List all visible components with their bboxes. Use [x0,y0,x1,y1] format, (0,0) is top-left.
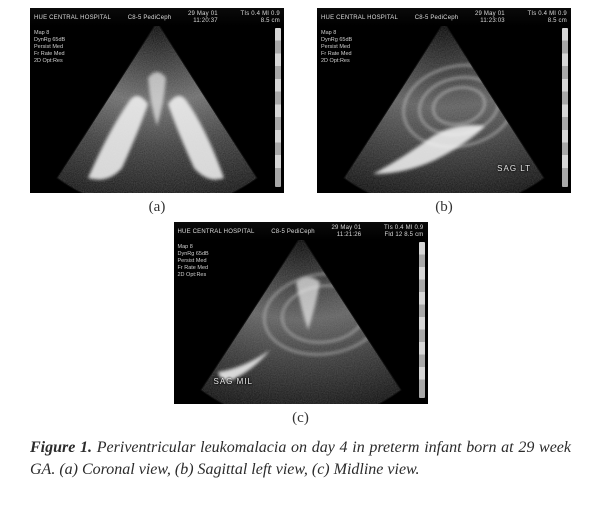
setting-line: 2D Opt:Res [178,272,209,279]
panel-b-flares [317,8,571,193]
setting-line: Fr Rate Med [178,265,209,272]
panel-a-header-right2: TIs 0.4 MI 0.9 8.5 cm [240,11,279,24]
ultrasound-panel-c: HUE CENTRAL HOSPITAL C8-5 PediCeph 29 Ma… [174,222,428,404]
probe-name: C8-5 PediCeph [415,15,459,21]
date-text: 29 May 01 [188,11,218,17]
flare-path [373,125,485,174]
probe-name: C8-5 PediCeph [128,15,172,21]
depth-scale [275,28,281,187]
panel-a-label: (a) [149,199,166,216]
hospital-name: HUE CENTRAL HOSPITAL [34,15,111,21]
panel-b-header-right2: TIs 0.4 MI 0.9 8.5 cm [527,11,566,24]
figure-caption: Figure 1. Periventricular leukomalacia o… [30,437,571,480]
panel-a-header-right: 29 May 01 11:20:37 [188,11,218,24]
panel-a-settings: Map 8 DynRg 65dB Persist Med Fr Rate Med… [34,30,65,64]
figure-page: HUE CENTRAL HOSPITAL C8-5 PediCeph 29 Ma… [0,0,601,532]
time-text: 11:23:03 [475,18,505,24]
panel-b-header-right: 29 May 01 11:23:03 [475,11,505,24]
panel-a-flares [30,8,284,193]
time-text: 11:20:37 [188,18,218,24]
panel-c-label: (c) [292,410,309,427]
depth-text: 8.5 cm [527,18,566,24]
panel-b-header: HUE CENTRAL HOSPITAL C8-5 PediCeph 29 Ma… [317,8,571,26]
depth-scale [562,28,568,187]
tis-text: TIs 0.4 MI 0.9 [384,225,423,231]
figure-row-top: HUE CENTRAL HOSPITAL C8-5 PediCeph 29 Ma… [30,8,571,216]
setting-line: DynRg 65dB [321,37,352,44]
setting-line: Fr Rate Med [34,51,65,58]
figure-row-bottom: HUE CENTRAL HOSPITAL C8-5 PediCeph 29 Ma… [30,220,571,427]
setting-line: Persist Med [34,44,65,51]
flare-path [88,96,148,180]
depth-scale [419,242,425,398]
setting-line: Map 8 [178,244,209,251]
time-text: 11:21:26 [331,232,361,238]
panel-b-label: (b) [435,199,453,216]
panel-c-header-right: 29 May 01 11:21:26 [331,225,361,238]
setting-line: Map 8 [34,30,65,37]
setting-line: Fr Rate Med [321,51,352,58]
depth-text: Fld 12 8.5 cm [384,232,423,238]
flare-path [296,277,320,330]
flare-path [148,72,166,126]
panel-b-overlay: SAG LT [497,164,531,173]
panel-c-block: HUE CENTRAL HOSPITAL C8-5 PediCeph 29 Ma… [174,220,428,427]
setting-line: Persist Med [178,258,209,265]
setting-line: DynRg 65dB [34,37,65,44]
panel-c-settings: Map 8 DynRg 65dB Persist Med Fr Rate Med… [178,244,209,278]
setting-line: 2D Opt:Res [34,58,65,65]
figure-caption-text: Periventricular leukomalacia on day 4 in… [30,439,571,478]
hospital-name: HUE CENTRAL HOSPITAL [321,15,398,21]
ultrasound-panel-a: HUE CENTRAL HOSPITAL C8-5 PediCeph 29 Ma… [30,8,284,193]
date-text: 29 May 01 [475,11,505,17]
panel-a-block: HUE CENTRAL HOSPITAL C8-5 PediCeph 29 Ma… [30,8,284,216]
figure-number: Figure 1. [30,439,92,456]
hospital-name: HUE CENTRAL HOSPITAL [178,229,255,235]
tis-text: TIs 0.4 MI 0.9 [240,11,279,17]
panel-c-flares [174,222,428,404]
panel-b-block: HUE CENTRAL HOSPITAL C8-5 PediCeph 29 Ma… [317,8,571,216]
panel-b-settings: Map 8 DynRg 65dB Persist Med Fr Rate Med… [321,30,352,64]
panel-c-overlay: SAG MIL [214,377,253,386]
probe-name: C8-5 PediCeph [271,229,315,235]
setting-line: 2D Opt:Res [321,58,352,65]
panel-c-header-right2: TIs 0.4 MI 0.9 Fld 12 8.5 cm [384,225,423,238]
date-text: 29 May 01 [331,225,361,231]
setting-line: Persist Med [321,44,352,51]
panel-a-header: HUE CENTRAL HOSPITAL C8-5 PediCeph 29 Ma… [30,8,284,26]
panel-c-header: HUE CENTRAL HOSPITAL C8-5 PediCeph 29 Ma… [174,222,428,240]
setting-line: DynRg 65dB [178,251,209,258]
ultrasound-panel-b: HUE CENTRAL HOSPITAL C8-5 PediCeph 29 Ma… [317,8,571,193]
setting-line: Map 8 [321,30,352,37]
flare-path [168,96,224,180]
depth-text: 8.5 cm [240,18,279,24]
tis-text: TIs 0.4 MI 0.9 [527,11,566,17]
